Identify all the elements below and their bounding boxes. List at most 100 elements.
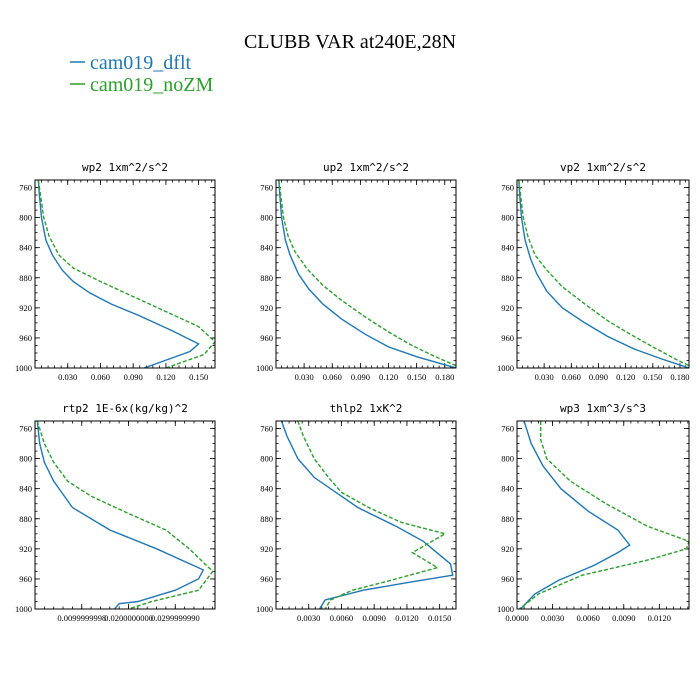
y-tick-label: 880 xyxy=(260,273,273,283)
y-tick-label: 1000 xyxy=(15,363,32,373)
panel-1: up2 1xm^2/s^2 760 800 840 880 920 960 1000 0.030… xyxy=(256,161,457,382)
y-tick-label: 960 xyxy=(501,333,514,343)
x-tick-label: 0.0060 xyxy=(330,613,353,623)
panel-0: wp2 1xm^2/s^2 760 800 840 880 920 960 1000 0.030… xyxy=(15,161,216,382)
y-tick-label: 800 xyxy=(19,454,32,464)
y-tick-label: 960 xyxy=(501,574,514,584)
x-tick-label: 0.090 xyxy=(124,372,143,382)
y-tick-label: 960 xyxy=(19,333,32,343)
plot-frame xyxy=(34,420,216,610)
y-tick-label: 760 xyxy=(260,183,273,193)
y-tick-label: 840 xyxy=(501,484,514,494)
x-tick-label: 0.120 xyxy=(616,372,635,382)
y-tick-label: 920 xyxy=(19,303,32,313)
series-line-dflt xyxy=(518,180,689,368)
x-tick-label: 0.0060 xyxy=(576,613,599,623)
y-tick-label: 880 xyxy=(501,514,514,524)
panels: wp2 1xm^2/s^2 760 800 840 880 920 960 1000 0.030… xyxy=(15,161,690,623)
y-tick-label: 920 xyxy=(501,544,514,554)
x-tick-label: 0.030 xyxy=(295,372,314,382)
y-tick-label: 800 xyxy=(19,213,32,223)
x-tick-label: 0.090 xyxy=(589,372,608,382)
x-tick-label: 0.0120 xyxy=(395,613,418,623)
x-tick-label: 0.0090 xyxy=(362,613,385,623)
series-line-nozm xyxy=(518,180,689,367)
series-line-dflt xyxy=(278,180,456,368)
plot-frame xyxy=(34,179,216,369)
x-tick-label: 0.0030 xyxy=(297,613,320,623)
x-tick-label: 0.030 xyxy=(58,372,77,382)
y-tick-label: 1000 xyxy=(497,604,514,614)
y-tick-label: 960 xyxy=(260,333,273,343)
y-tick-label: 880 xyxy=(19,273,32,283)
x-tick-label: 0.0000 xyxy=(505,613,528,623)
panel-title: rtp2 1E-6x(kg/kg)^2 xyxy=(62,402,188,415)
x-tick-label: 0.060 xyxy=(91,372,110,382)
y-tick-label: 1000 xyxy=(497,363,514,373)
y-tick-label: 840 xyxy=(501,243,514,253)
legend-label-nozm: cam019_noZM xyxy=(90,74,214,96)
y-tick-label: 840 xyxy=(260,243,273,253)
x-tick-label: 0.0099999998 xyxy=(57,613,106,623)
x-tick-label: 0.180 xyxy=(435,372,454,382)
series-line-nozm xyxy=(37,180,215,368)
x-tick-label: 0.150 xyxy=(189,372,208,382)
panel-3: rtp2 1E-6x(kg/kg)^2 760 800 840 880 920 960 100… xyxy=(15,402,216,623)
series-line-nozm xyxy=(36,421,214,609)
y-tick-label: 800 xyxy=(260,213,273,223)
panel-4: thlp2 1xK^2 760 800 840 880 920 960 1000 0.0030 0… xyxy=(256,402,457,623)
x-tick-label: 0.060 xyxy=(562,372,581,382)
x-tick-label: 0.120 xyxy=(379,372,398,382)
y-tick-label: 760 xyxy=(260,424,273,434)
y-tick-label: 960 xyxy=(19,574,32,584)
x-tick-label: 0.090 xyxy=(351,372,370,382)
series-line-nozm xyxy=(278,180,456,367)
y-tick-label: 760 xyxy=(501,424,514,434)
plot-frame xyxy=(275,420,457,610)
y-tick-label: 960 xyxy=(260,574,273,584)
panel-title: wp3 1xm^3/s^3 xyxy=(560,402,646,415)
panel-title: wp2 1xm^2/s^2 xyxy=(82,161,168,174)
x-tick-label: 0.180 xyxy=(670,372,689,382)
y-tick-label: 880 xyxy=(19,514,32,524)
y-tick-label: 920 xyxy=(260,544,273,554)
figure-title: CLUBB VAR at240E,28N xyxy=(244,31,456,53)
x-tick-label: 0.150 xyxy=(643,372,662,382)
y-tick-label: 920 xyxy=(501,303,514,313)
y-tick-label: 880 xyxy=(260,514,273,524)
legend: cam019_dflt cam019_noZM xyxy=(70,52,214,96)
y-tick-label: 840 xyxy=(19,243,32,253)
y-tick-label: 800 xyxy=(260,454,273,464)
x-tick-label: 0.120 xyxy=(156,372,175,382)
x-tick-label: 0.0150 xyxy=(428,613,451,623)
plot-frame xyxy=(516,179,690,369)
series-line-nozm xyxy=(297,421,447,609)
panel-title: up2 1xm^2/s^2 xyxy=(323,161,409,174)
y-tick-label: 800 xyxy=(501,454,514,464)
y-tick-label: 840 xyxy=(19,484,32,494)
y-tick-label: 760 xyxy=(501,183,514,193)
x-tick-label: 0.060 xyxy=(323,372,342,382)
y-tick-label: 1000 xyxy=(15,604,32,614)
legend-label-dflt: cam019_dflt xyxy=(90,52,192,74)
x-tick-label: 0.0200000000 xyxy=(104,613,153,623)
x-tick-label: 0.0299999990 xyxy=(151,613,200,623)
x-tick-label: 0.030 xyxy=(535,372,554,382)
series-line-dflt xyxy=(37,180,200,368)
panel-title: vp2 1xm^2/s^2 xyxy=(560,161,646,174)
panel-title: thlp2 1xK^2 xyxy=(330,402,403,415)
x-tick-label: 0.0030 xyxy=(541,613,564,623)
plot-frame xyxy=(516,420,690,610)
panel-5: wp3 1xm^3/s^3 760 800 840 880 920 960 10000.000… xyxy=(497,402,690,623)
x-tick-label: 0.150 xyxy=(407,372,426,382)
y-tick-label: 920 xyxy=(260,303,273,313)
y-tick-label: 880 xyxy=(501,273,514,283)
series-line-dflt xyxy=(280,421,454,609)
panel-2: vp2 1xm^2/s^2 760 800 840 880 920 960 1000 0.030… xyxy=(497,161,690,382)
y-tick-label: 920 xyxy=(19,544,32,554)
y-tick-label: 760 xyxy=(19,424,32,434)
series-line-dflt xyxy=(36,421,205,609)
y-tick-label: 800 xyxy=(501,213,514,223)
series-line-dflt xyxy=(520,421,631,609)
